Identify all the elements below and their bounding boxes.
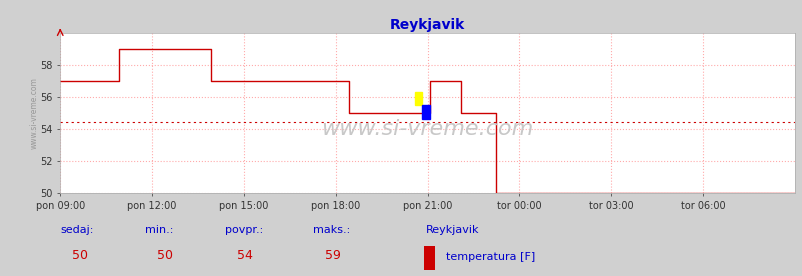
Bar bbox=[422, 105, 429, 119]
Text: sedaj:: sedaj: bbox=[60, 225, 94, 235]
Text: min.:: min.: bbox=[144, 225, 172, 235]
Text: temperatura [F]: temperatura [F] bbox=[445, 252, 534, 262]
Text: 54: 54 bbox=[237, 249, 253, 262]
Text: maks.:: maks.: bbox=[313, 225, 350, 235]
Title: Reykjavik: Reykjavik bbox=[390, 18, 464, 32]
Text: povpr.:: povpr.: bbox=[225, 225, 263, 235]
Text: www.si-vreme.com: www.si-vreme.com bbox=[321, 119, 533, 139]
Bar bbox=[415, 92, 422, 105]
Y-axis label: www.si-vreme.com: www.si-vreme.com bbox=[30, 77, 38, 149]
Text: 50: 50 bbox=[72, 249, 88, 262]
Text: 59: 59 bbox=[325, 249, 341, 262]
Text: Reykjavik: Reykjavik bbox=[425, 225, 479, 235]
Text: 50: 50 bbox=[156, 249, 172, 262]
